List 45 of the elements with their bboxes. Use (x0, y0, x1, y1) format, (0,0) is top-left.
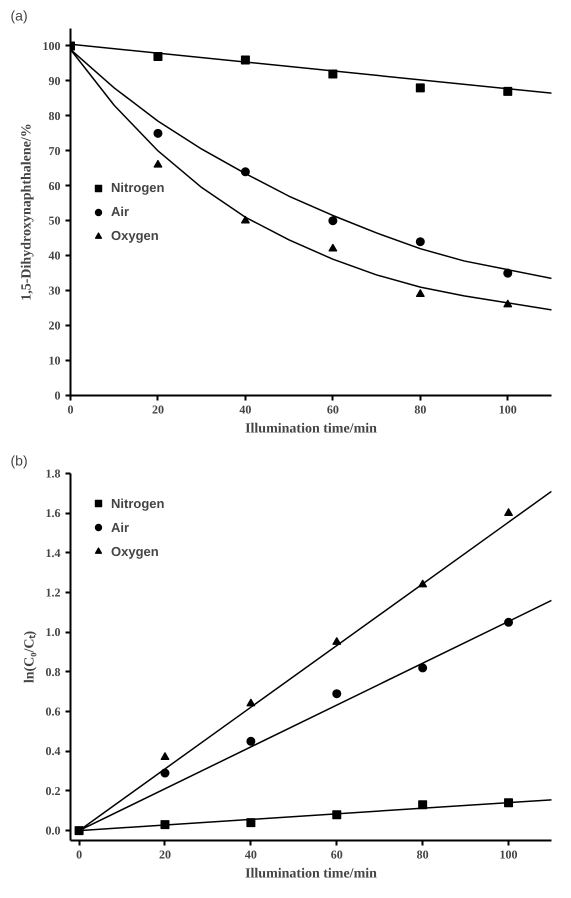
legend-label: Nitrogen (111, 180, 164, 195)
y-tick-label: 10 (48, 354, 60, 368)
y-tick-label: 0.4 (46, 744, 60, 758)
y-tick-label: 0.6 (46, 704, 60, 719)
y-tick-label: 1.6 (46, 506, 60, 520)
text: (a) (10, 8, 28, 24)
y-tick-label: 30 (48, 284, 60, 298)
x-axis-title: Illumination time/min (245, 422, 378, 436)
y-tick-label: 60 (48, 178, 60, 193)
legend-label: Nitrogen (111, 496, 164, 510)
y-axis-title: ln(C₀/Cₜ) (22, 630, 38, 684)
y-tick-label: 20 (48, 318, 60, 333)
y-tick-label: 50 (48, 214, 60, 228)
y-tick-label: 1.4 (46, 546, 60, 560)
legend-label: Oxygen (111, 228, 159, 243)
y-axis-title: 1,5-Dihydroxynaphthalene/% (20, 123, 34, 301)
legend-label: Air (111, 204, 130, 219)
x-tick-label: 60 (330, 848, 343, 862)
x-axis-title: Illumination time/min (245, 866, 378, 882)
x-tick-label: 60 (326, 402, 339, 416)
x-tick-label: 40 (244, 848, 257, 862)
x-tick-label: 100 (500, 848, 518, 862)
y-tick-label: 100 (42, 38, 60, 53)
y-tick-label: 1.2 (46, 586, 60, 600)
x-tick-label: 0 (76, 848, 82, 862)
y-tick-label: 40 (48, 248, 60, 263)
legend-label: Oxygen (111, 544, 159, 558)
x-tick-label: 40 (239, 402, 252, 416)
x-tick-label: 80 (414, 402, 426, 416)
y-tick-label: 1.0 (46, 625, 60, 640)
y-tick-label: 0.0 (46, 824, 60, 838)
y-tick-label: 90 (48, 74, 60, 88)
text: (b) (10, 452, 28, 468)
x-tick-label: 80 (416, 848, 429, 862)
y-tick-label: 0 (54, 388, 60, 402)
x-tick-label: 20 (152, 402, 164, 416)
y-tick-label: 1.8 (46, 466, 60, 480)
y-tick-label: 80 (48, 108, 60, 123)
x-tick-label: 0 (68, 402, 74, 416)
legend-label: Air (111, 520, 130, 534)
y-tick-label: 70 (48, 144, 60, 158)
x-tick-label: 100 (498, 402, 517, 416)
x-tick-label: 20 (158, 848, 171, 862)
y-tick-label: 0.8 (46, 664, 60, 679)
y-tick-label: 0.2 (46, 784, 60, 798)
